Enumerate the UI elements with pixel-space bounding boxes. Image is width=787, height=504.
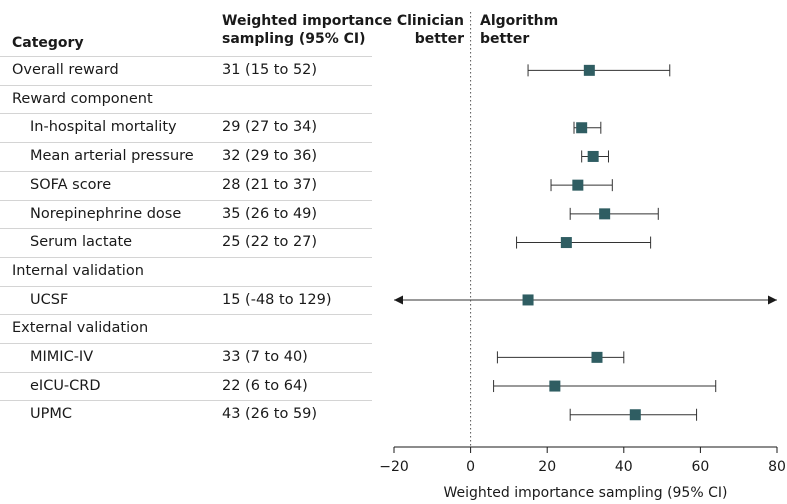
row-category-label: eICU-CRD — [30, 377, 101, 394]
table-row: Norepinephrine dose 35 (26 to 49) — [0, 199, 372, 229]
row-category-label: Serum lactate — [30, 234, 133, 251]
row-category-label: Overall reward — [12, 62, 119, 78]
favors-clinician-line2: better — [414, 31, 464, 47]
table-row: Overall reward 31 (15 to 52) — [0, 56, 372, 85]
row-estimate-text: 15 (-48 to 129) — [222, 291, 332, 308]
x-axis-tick-label: 20 — [538, 459, 556, 475]
row-category-label: Norepinephrine dose — [30, 205, 182, 222]
ci-arrow-right — [768, 295, 777, 305]
point-estimate-marker — [560, 237, 572, 249]
row-category-label: Mean arterial pressure — [30, 148, 194, 165]
table-row: Internal validation — [0, 256, 372, 286]
point-estimate-marker — [599, 208, 611, 220]
x-axis-tick-label: 0 — [466, 459, 475, 475]
point-estimate-marker — [629, 409, 641, 421]
point-estimate-marker — [572, 179, 584, 191]
favors-algorithm-line2: better — [480, 31, 530, 47]
column-header-estimate: Weighted importance sampling (95% CI) — [222, 12, 392, 48]
x-axis-title: Weighted importance sampling (95% CI) — [444, 485, 728, 501]
column-header-category: Category — [12, 35, 84, 51]
favors-algorithm-label: Algorithm better — [480, 12, 558, 48]
row-category-label: External validation — [12, 320, 149, 337]
x-axis-tick-label: 60 — [691, 459, 709, 475]
table-row: External validation — [0, 314, 372, 343]
column-header-estimate-line1: Weighted importance — [222, 13, 393, 29]
row-estimate-text: 28 (21 to 37) — [222, 176, 318, 193]
favors-clinician-line1: Clinician — [396, 13, 464, 29]
table-row: Reward component — [0, 84, 372, 114]
row-category-label: In-hospital mortality — [30, 119, 177, 136]
row-estimate-text: 35 (26 to 49) — [222, 205, 318, 222]
row-estimate-text: 31 (15 to 52) — [222, 62, 318, 78]
point-estimate-marker — [583, 64, 595, 76]
row-estimate-text: 22 (6 to 64) — [222, 377, 308, 394]
x-axis-tick-label: 80 — [768, 459, 786, 475]
table-row: SOFA score 28 (21 to 37) — [0, 170, 372, 200]
row-estimate-text: 33 (7 to 40) — [222, 349, 308, 365]
favors-clinician-label: Clinician better — [360, 12, 464, 48]
table-row: MIMIC-IV 33 (7 to 40) — [0, 343, 372, 372]
row-category-label: Internal validation — [12, 262, 144, 279]
row-estimate-text: 29 (27 to 34) — [222, 119, 318, 136]
row-estimate-text: 25 (22 to 27) — [222, 234, 318, 251]
table-row: UCSF 15 (-48 to 129) — [0, 285, 372, 315]
row-category-label: SOFA score — [30, 176, 112, 193]
point-estimate-marker — [591, 351, 603, 363]
table-row: Serum lactate 25 (22 to 27) — [0, 228, 372, 257]
point-estimate-marker — [522, 294, 534, 306]
table-row: Mean arterial pressure 32 (29 to 36) — [0, 142, 372, 171]
table-row: eICU-CRD 22 (6 to 64) — [0, 371, 372, 401]
row-category-label: UCSF — [30, 291, 69, 308]
point-estimate-marker — [549, 380, 561, 392]
row-category-label: MIMIC-IV — [30, 349, 94, 365]
favors-algorithm-line1: Algorithm — [480, 13, 559, 29]
row-category-label: UPMC — [30, 406, 72, 423]
row-estimate-text: 43 (26 to 59) — [222, 406, 318, 423]
point-estimate-marker — [576, 122, 588, 134]
column-header-estimate-line2: sampling (95% CI) — [222, 31, 366, 47]
row-estimate-text: 32 (29 to 36) — [222, 148, 318, 165]
ci-arrow-left — [394, 295, 403, 305]
table-row: UPMC 43 (26 to 59) — [0, 400, 372, 429]
x-axis-tick-label: 40 — [615, 459, 633, 475]
x-axis-tick-label: −20 — [379, 459, 409, 475]
row-category-label: Reward component — [12, 90, 153, 107]
table-row: In-hospital mortality 29 (27 to 34) — [0, 113, 372, 142]
point-estimate-marker — [587, 150, 599, 162]
